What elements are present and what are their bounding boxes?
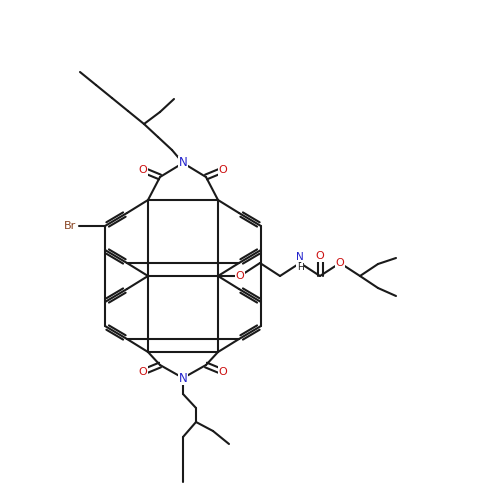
Text: O: O <box>138 165 147 175</box>
Text: N: N <box>296 252 304 262</box>
Text: O: O <box>138 367 147 377</box>
Text: Br: Br <box>64 221 76 231</box>
Text: N: N <box>178 372 188 384</box>
Text: O: O <box>336 258 344 268</box>
Text: O: O <box>316 251 324 261</box>
Text: H: H <box>296 264 304 272</box>
Text: O: O <box>218 165 228 175</box>
Text: N: N <box>178 156 188 170</box>
Text: O: O <box>236 271 244 281</box>
Text: O: O <box>218 367 228 377</box>
